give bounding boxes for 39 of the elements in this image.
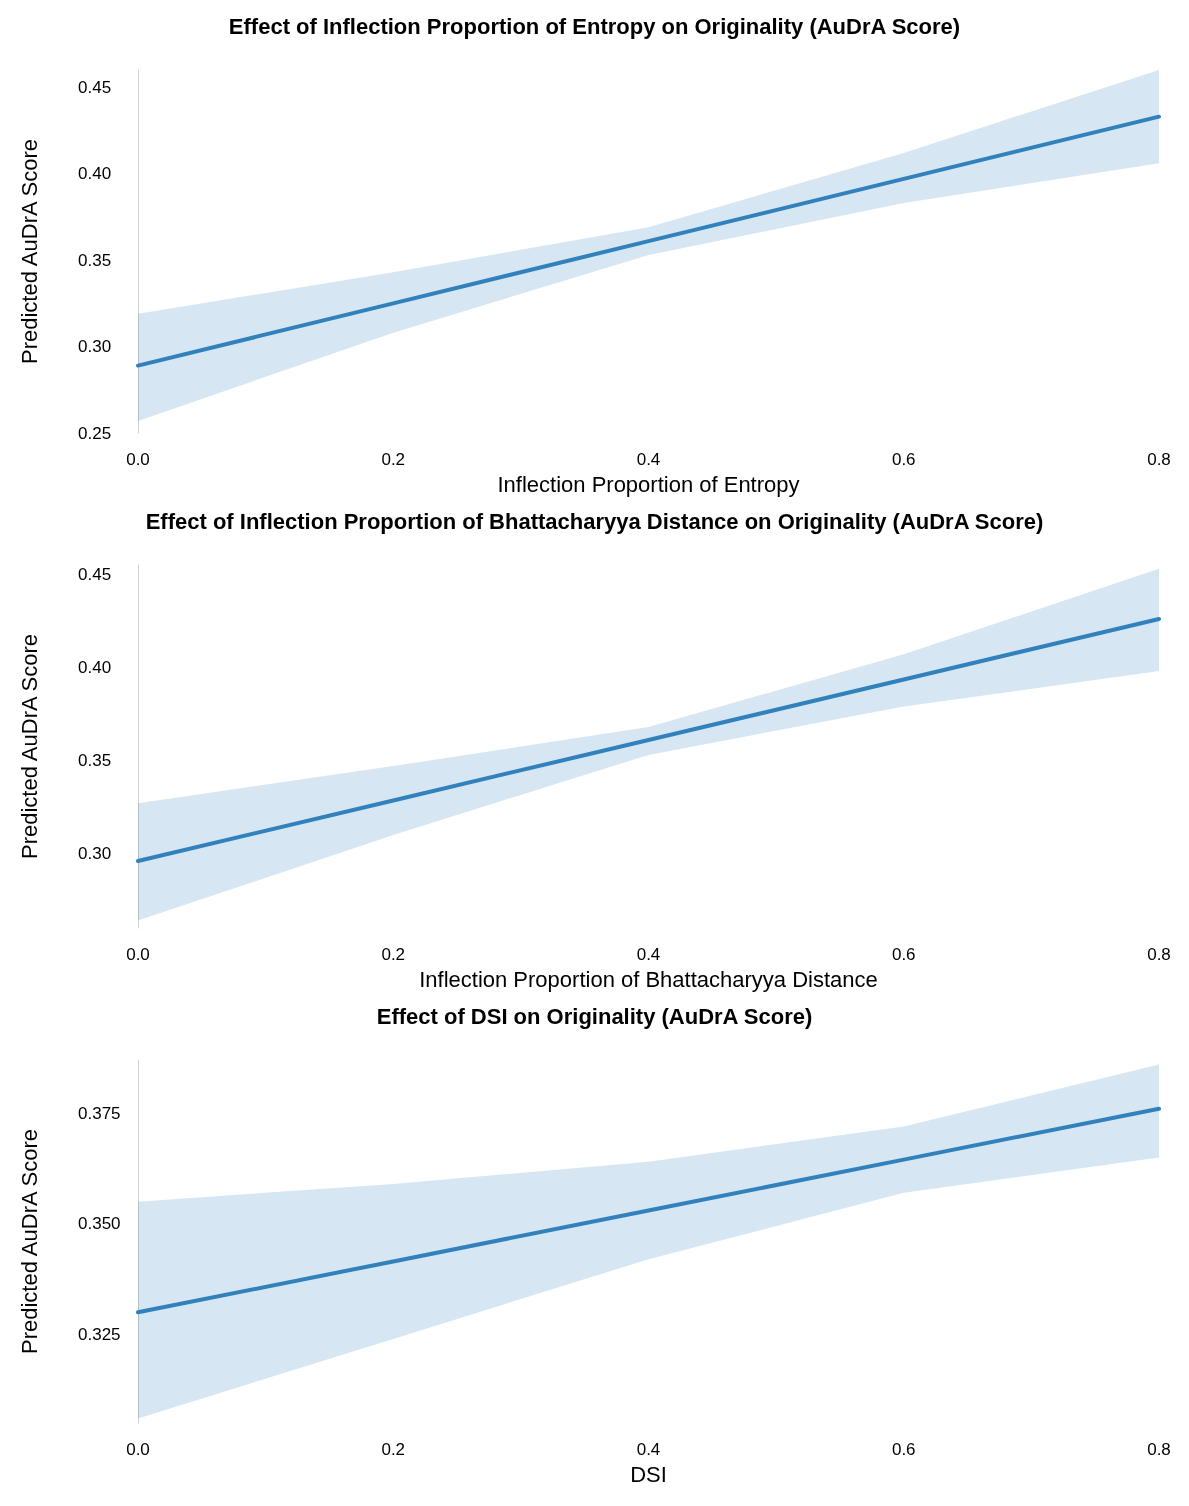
line-series bbox=[136, 114, 1161, 368]
y-tick-label: 0.45 bbox=[78, 77, 112, 97]
x-tick-label: 0.0 bbox=[126, 450, 150, 469]
x-tick-label: 0.8 bbox=[1147, 450, 1171, 469]
y-tick-label: 0.375 bbox=[78, 1103, 121, 1123]
x-axis-title: Inflection Proportion of Bhattacharyya Distance bbox=[419, 966, 878, 992]
y-axis-title: Predicted AuDrA Score bbox=[16, 138, 42, 365]
y-axis-title: Predicted AuDrA Score bbox=[16, 1128, 42, 1355]
x-tick-label: 0.2 bbox=[381, 1440, 406, 1459]
x-tick-label: 0.8 bbox=[1147, 945, 1171, 964]
x-tick-label: 0.8 bbox=[1147, 1440, 1171, 1459]
chart-title: Effect of DSI on Originality (AuDrA Score) bbox=[376, 1003, 813, 1029]
y-tick-label: 0.25 bbox=[78, 423, 112, 443]
chart-title: Effect of Inflection Proportion of Bhattacharyya Distance on Originality (AuDrA Score) bbox=[145, 508, 1044, 534]
x-axis-title: Inflection Proportion of Entropy bbox=[497, 471, 800, 497]
y-tick-label: 0.45 bbox=[78, 564, 112, 584]
y-axis-title: Predicted AuDrA Score bbox=[16, 633, 42, 860]
y-tick-label: 0.40 bbox=[78, 164, 112, 184]
x-tick-label: 0.6 bbox=[891, 1440, 916, 1459]
line-series bbox=[136, 616, 1161, 863]
y-tick-label: 0.325 bbox=[78, 1324, 121, 1344]
x-tick-label: 0.0 bbox=[126, 1440, 150, 1459]
y-tick-label: 0.30 bbox=[78, 844, 112, 864]
x-tick-label: 0.4 bbox=[636, 945, 661, 964]
x-tick-label: 0.6 bbox=[891, 450, 916, 469]
x-tick-label: 0.4 bbox=[636, 1440, 661, 1459]
x-tick-label: 0.2 bbox=[381, 450, 406, 469]
y-tick-label: 0.40 bbox=[78, 657, 112, 677]
line-series bbox=[136, 1106, 1161, 1315]
y-tick-label: 0.35 bbox=[78, 750, 112, 770]
y-tick-label: 0.30 bbox=[78, 337, 112, 357]
x-tick-label: 0.0 bbox=[126, 945, 150, 964]
y-tick-label: 0.350 bbox=[78, 1214, 121, 1234]
x-tick-label: 0.4 bbox=[636, 450, 661, 469]
x-axis-title: DSI bbox=[630, 1461, 667, 1487]
x-tick-label: 0.6 bbox=[891, 945, 916, 964]
chart-title: Effect of Inflection Proportion of Entropy on Originality (AuDrA Score) bbox=[228, 13, 961, 39]
x-tick-label: 0.2 bbox=[381, 945, 406, 964]
y-tick-label: 0.35 bbox=[78, 250, 112, 270]
